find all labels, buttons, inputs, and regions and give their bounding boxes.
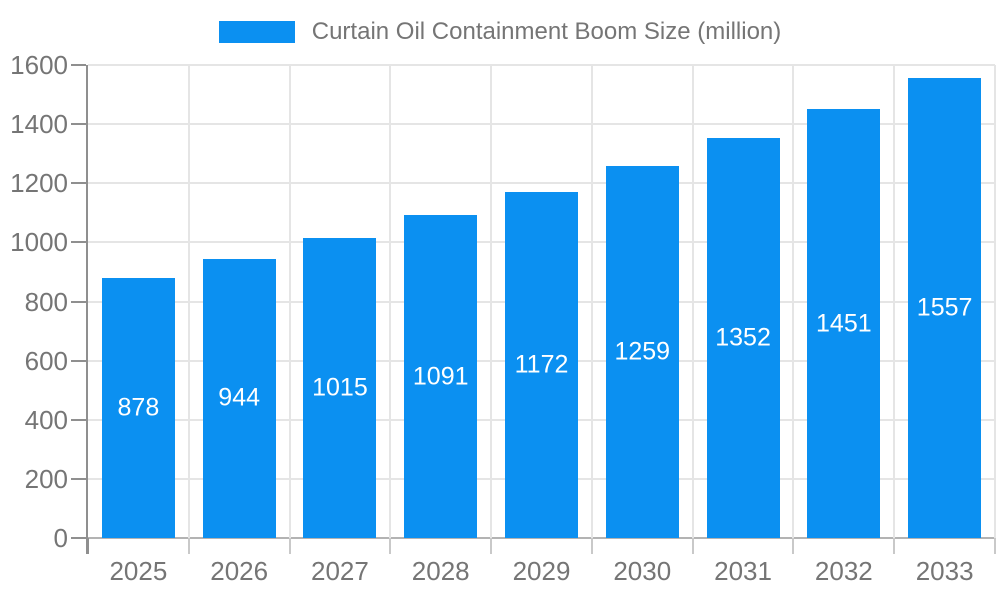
bar-value-label: 1352 — [715, 323, 771, 352]
y-tick-label: 800 — [24, 286, 68, 317]
x-tick-label: 2025 — [109, 556, 168, 586]
bar-2029[interactable]: 1172 — [505, 191, 578, 538]
x-axis-tick — [691, 538, 694, 554]
bar-value-label: 1557 — [916, 293, 973, 322]
bar-2028[interactable]: 1091 — [404, 215, 478, 538]
x-tick-label: 2033 — [915, 556, 974, 586]
y-axis-tick — [71, 418, 86, 421]
y-axis-tick — [71, 241, 86, 244]
legend[interactable]: Curtain Oil Containment Boom Size (milli… — [0, 18, 1000, 46]
y-axis-labels: 0 200 400 600 800 1000 1200 1400 1600 — [0, 50, 70, 553]
y-tick-label: 600 — [24, 345, 68, 376]
gridline-v — [590, 65, 593, 538]
y-tick-label: 200 — [24, 463, 68, 494]
x-axis-tick — [87, 538, 89, 554]
x-axis-tick — [893, 538, 896, 554]
y-axis-tick — [71, 537, 86, 539]
bar-value-label: 878 — [117, 393, 160, 422]
y-axis-line — [86, 65, 88, 554]
bar-value-label: 1259 — [614, 337, 671, 366]
x-tick-label: 2029 — [512, 556, 571, 586]
gridline-v — [490, 65, 493, 538]
gridline-h — [88, 537, 995, 539]
x-axis-tick — [590, 538, 593, 554]
x-axis-tick — [792, 538, 795, 554]
x-tick-label: 2031 — [714, 556, 772, 586]
x-tick-label: 2032 — [814, 556, 873, 586]
bar-2027[interactable]: 1015 — [303, 237, 377, 538]
x-axis-tick — [389, 538, 392, 554]
bar-value-label: 1172 — [514, 350, 569, 379]
x-axis-tick — [994, 538, 996, 554]
bar-2026[interactable]: 944 — [202, 258, 276, 538]
bar-value-label: 944 — [218, 383, 261, 412]
gridline-v — [994, 65, 996, 538]
y-axis-tick — [71, 359, 86, 362]
plot-area: 878 944 1015 1091 1172 1259 1352 1451 1557 — [71, 64, 996, 554]
y-tick-label: 1400 — [10, 109, 68, 140]
legend-label[interactable]: Curtain Oil Containment Boom Size (milli… — [311, 18, 782, 45]
gridline-v — [893, 65, 896, 538]
x-tick-label: 2028 — [411, 556, 470, 586]
gridline-h — [88, 123, 995, 126]
gridline-h — [88, 182, 995, 185]
x-axis-labels: 2025 2026 2027 2028 2029 2030 2031 2032 2033 — [88, 556, 995, 596]
gridline-v — [389, 65, 392, 538]
x-tick-label: 2027 — [311, 556, 369, 586]
bar-value-label: 1091 — [412, 362, 469, 391]
y-axis-tick — [71, 182, 86, 185]
gridline-v — [288, 65, 291, 538]
gridline-h — [88, 64, 995, 66]
gridline-v — [792, 65, 795, 538]
x-axis-tick — [288, 538, 291, 554]
x-tick-label: 2030 — [613, 556, 672, 586]
bar-value-label: 1015 — [312, 373, 368, 402]
gridline-v — [691, 65, 694, 538]
y-tick-label: 400 — [24, 404, 68, 435]
x-tick-label: 2026 — [210, 556, 269, 586]
y-axis-tick — [71, 300, 86, 303]
y-axis-tick — [71, 64, 86, 66]
y-axis-tick — [71, 123, 86, 126]
bar-value-label: 1451 — [816, 309, 872, 338]
bar-2031[interactable]: 1352 — [706, 138, 780, 538]
y-tick-label: 1000 — [10, 227, 68, 258]
y-tick-label: 0 — [53, 523, 68, 553]
legend-color-swatch-icon[interactable] — [218, 21, 295, 43]
gridline-v — [187, 65, 190, 538]
y-tick-label: 1600 — [10, 50, 68, 80]
bar-2033[interactable]: 1557 — [908, 77, 982, 538]
x-axis-tick — [187, 538, 190, 554]
y-axis-tick — [71, 477, 86, 480]
bar-2030[interactable]: 1259 — [605, 165, 679, 538]
y-tick-label: 1200 — [10, 168, 68, 199]
bar-2032[interactable]: 1451 — [807, 109, 881, 538]
x-axis-tick — [490, 538, 493, 554]
bar-2025[interactable]: 878 — [101, 278, 175, 538]
